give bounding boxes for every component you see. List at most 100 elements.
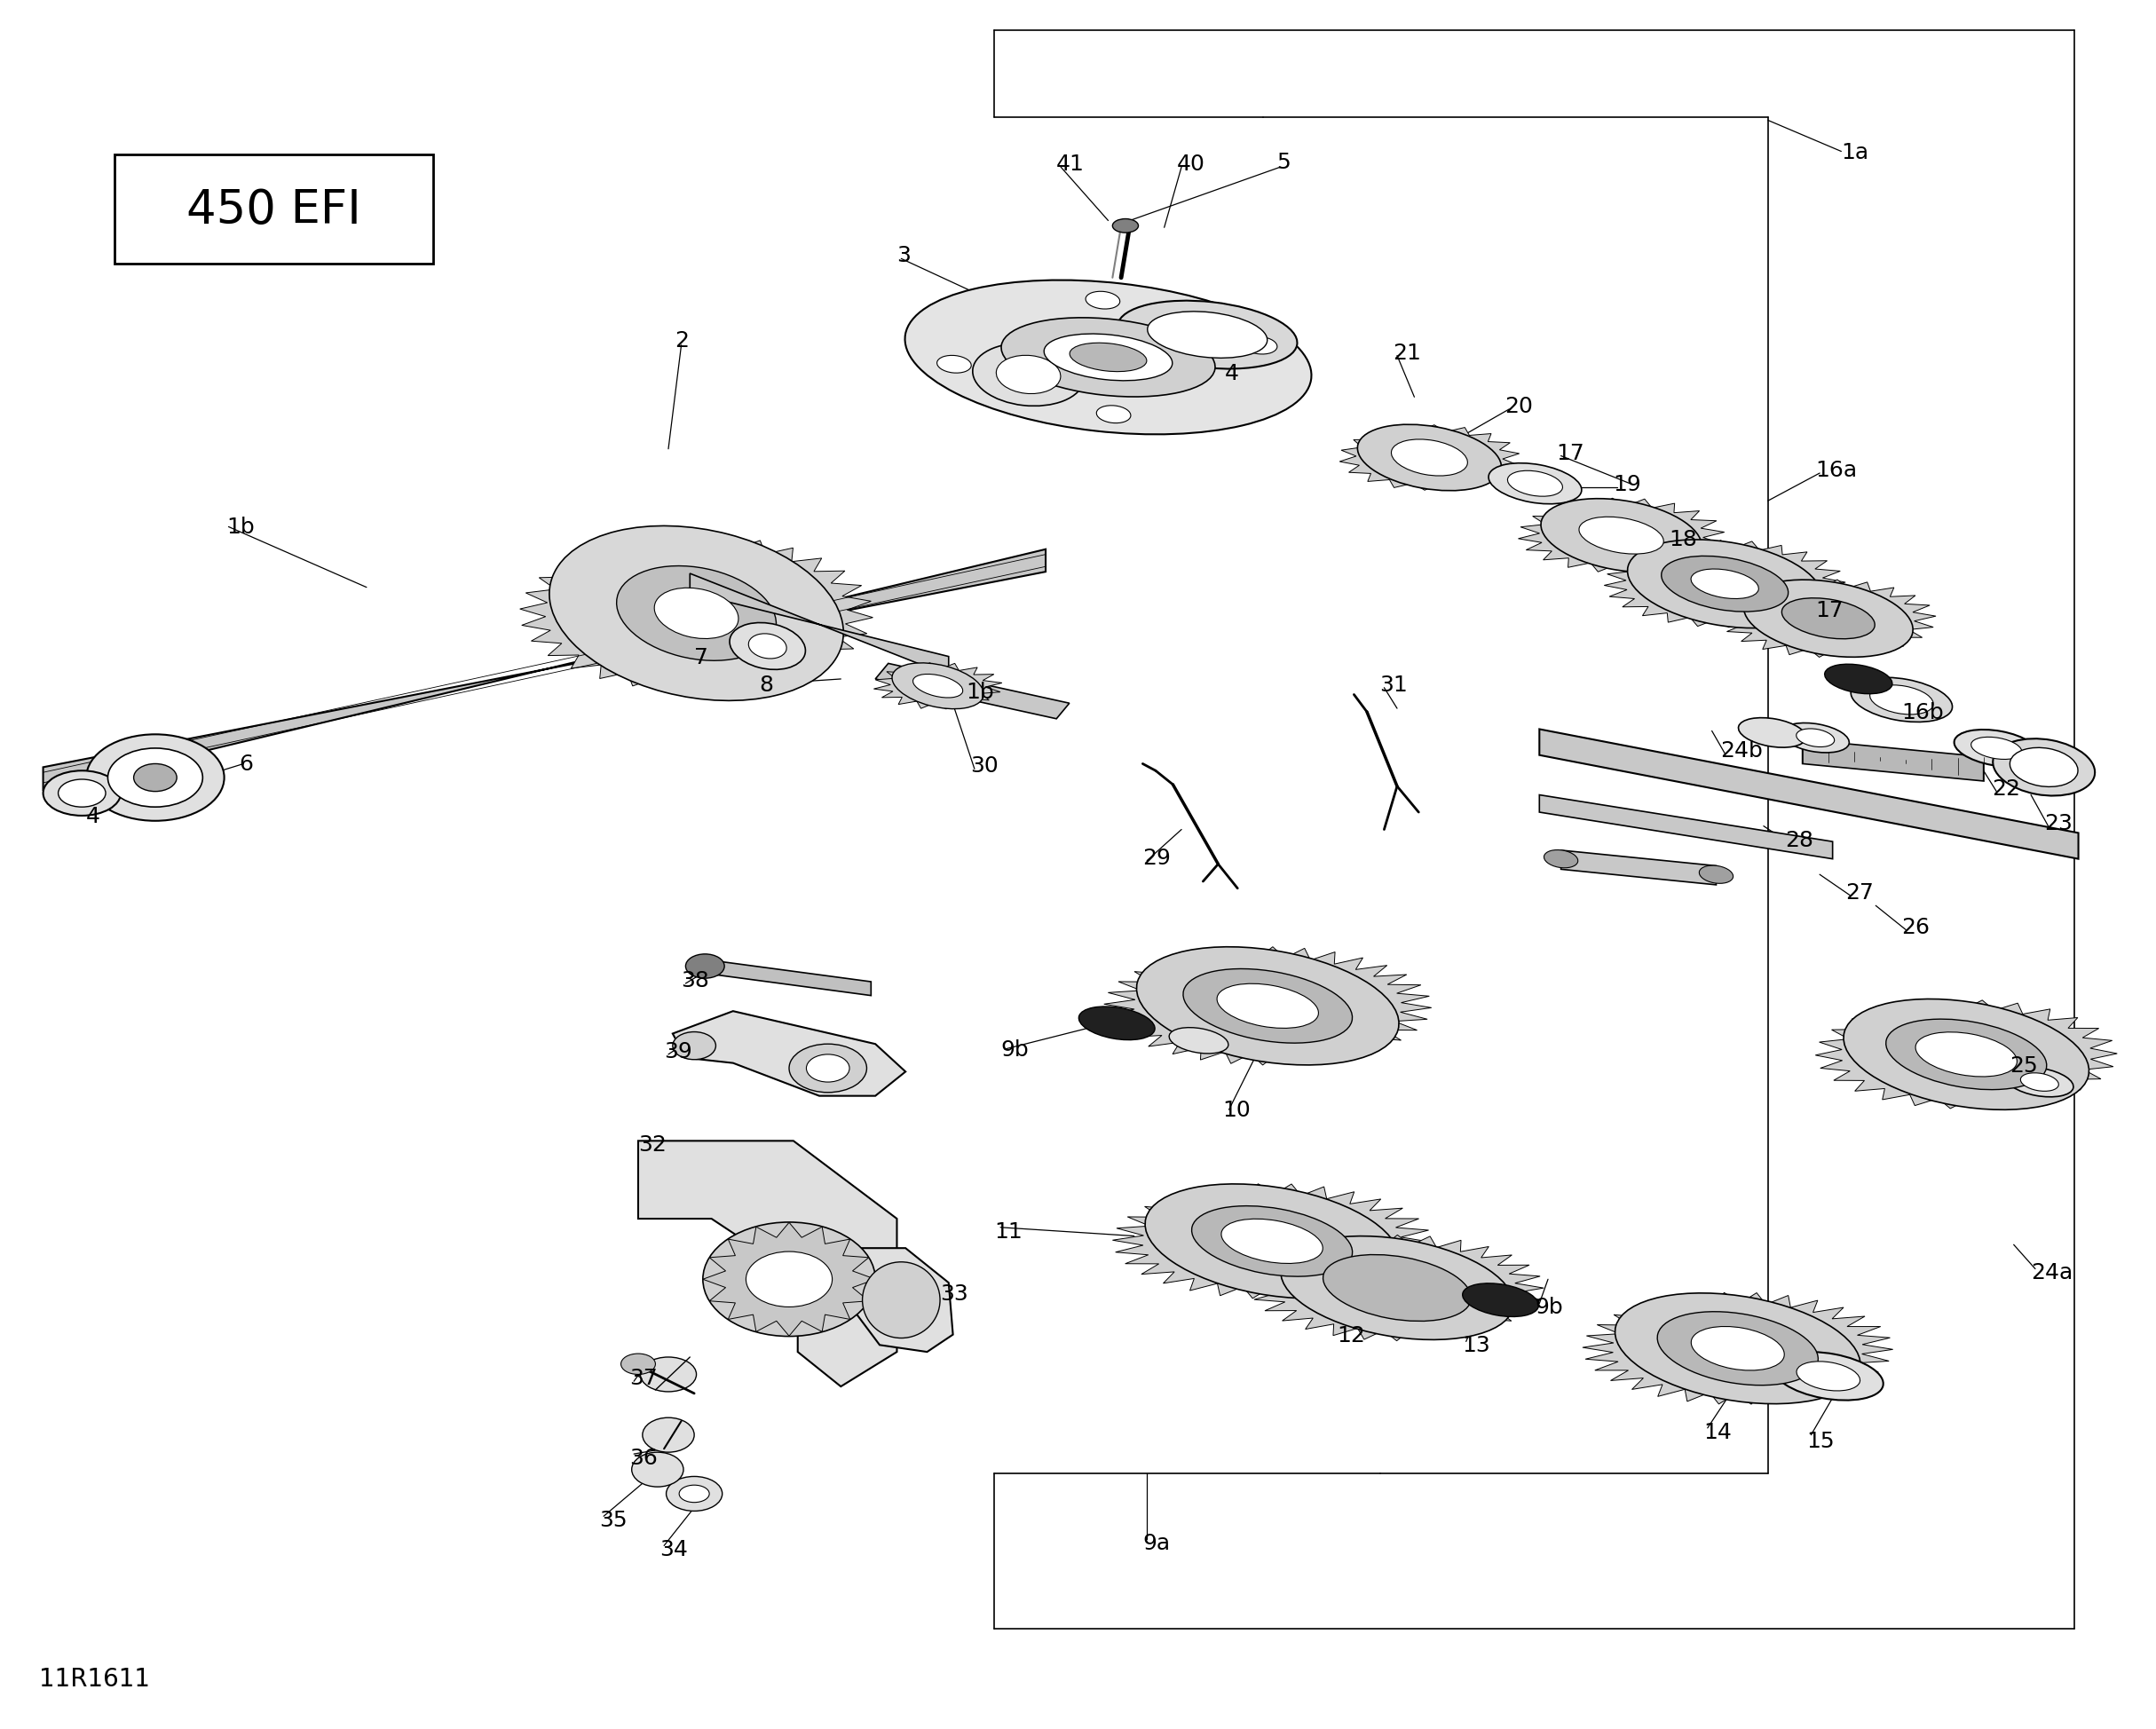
Ellipse shape xyxy=(1097,406,1130,424)
Text: 9b: 9b xyxy=(1535,1297,1563,1317)
Text: 4: 4 xyxy=(86,806,101,826)
Polygon shape xyxy=(703,1222,875,1337)
Polygon shape xyxy=(673,1011,906,1096)
Polygon shape xyxy=(1815,1001,2117,1108)
Ellipse shape xyxy=(1738,718,1807,749)
Ellipse shape xyxy=(1542,500,1701,572)
Text: 16a: 16a xyxy=(1815,460,1856,481)
Ellipse shape xyxy=(806,1055,849,1082)
Ellipse shape xyxy=(1690,1326,1785,1371)
Text: 4: 4 xyxy=(1225,363,1240,384)
Ellipse shape xyxy=(1772,1352,1884,1400)
Text: 24a: 24a xyxy=(2031,1262,2072,1283)
Ellipse shape xyxy=(746,1252,832,1307)
Polygon shape xyxy=(873,664,1003,709)
Text: 15: 15 xyxy=(1807,1430,1835,1451)
Ellipse shape xyxy=(2009,749,2078,787)
Ellipse shape xyxy=(1544,851,1578,868)
Ellipse shape xyxy=(621,1354,655,1375)
Text: 8: 8 xyxy=(759,674,774,695)
Text: 7: 7 xyxy=(694,647,709,667)
Polygon shape xyxy=(1583,1293,1893,1404)
Ellipse shape xyxy=(1658,1312,1818,1385)
Polygon shape xyxy=(1518,498,1725,574)
Polygon shape xyxy=(875,664,1069,719)
Ellipse shape xyxy=(108,749,203,807)
Ellipse shape xyxy=(703,1222,875,1337)
Polygon shape xyxy=(1720,581,1936,657)
Ellipse shape xyxy=(1488,463,1583,505)
Text: 9b: 9b xyxy=(1000,1039,1028,1060)
Ellipse shape xyxy=(1992,740,2096,795)
Ellipse shape xyxy=(1281,1236,1514,1340)
Text: 1b: 1b xyxy=(226,517,254,538)
Ellipse shape xyxy=(912,674,964,699)
Text: 14: 14 xyxy=(1703,1421,1731,1442)
Ellipse shape xyxy=(1843,999,2089,1110)
Text: 9a: 9a xyxy=(1143,1532,1171,1553)
Polygon shape xyxy=(849,1248,953,1352)
Ellipse shape xyxy=(1169,1027,1229,1055)
Ellipse shape xyxy=(1869,686,1934,714)
Text: 450 EFI: 450 EFI xyxy=(185,187,362,233)
Text: 33: 33 xyxy=(940,1283,968,1304)
Text: 3: 3 xyxy=(897,246,912,266)
Ellipse shape xyxy=(642,1418,694,1452)
Ellipse shape xyxy=(1462,1283,1539,1317)
Text: 18: 18 xyxy=(1669,529,1697,550)
Ellipse shape xyxy=(666,1477,722,1511)
Ellipse shape xyxy=(1662,557,1787,612)
Ellipse shape xyxy=(1796,730,1835,747)
Text: 39: 39 xyxy=(664,1041,692,1062)
Ellipse shape xyxy=(729,622,806,671)
Ellipse shape xyxy=(2020,1074,2059,1091)
Ellipse shape xyxy=(1391,439,1468,477)
Text: 27: 27 xyxy=(1846,882,1874,903)
Text: 35: 35 xyxy=(599,1509,627,1530)
Text: 41: 41 xyxy=(1056,154,1084,175)
Ellipse shape xyxy=(1216,984,1319,1029)
Ellipse shape xyxy=(1781,598,1876,640)
Polygon shape xyxy=(703,960,871,996)
Ellipse shape xyxy=(686,954,724,979)
Ellipse shape xyxy=(2005,1067,2074,1098)
Ellipse shape xyxy=(1915,1032,2018,1077)
Ellipse shape xyxy=(86,735,224,821)
Polygon shape xyxy=(1539,795,1833,859)
Text: 17: 17 xyxy=(1815,600,1843,621)
Ellipse shape xyxy=(1145,1184,1399,1298)
Ellipse shape xyxy=(996,356,1061,394)
Text: 21: 21 xyxy=(1393,342,1421,363)
Ellipse shape xyxy=(938,356,970,373)
Ellipse shape xyxy=(1220,1219,1324,1264)
Ellipse shape xyxy=(1886,1020,2046,1089)
Ellipse shape xyxy=(1628,539,1822,629)
Ellipse shape xyxy=(862,1262,940,1338)
Ellipse shape xyxy=(43,771,121,816)
Polygon shape xyxy=(638,1141,897,1387)
Text: 11: 11 xyxy=(994,1221,1022,1241)
Ellipse shape xyxy=(972,344,1084,406)
Text: 25: 25 xyxy=(2009,1055,2037,1075)
Ellipse shape xyxy=(1087,292,1119,309)
Ellipse shape xyxy=(1112,220,1138,233)
Ellipse shape xyxy=(58,780,106,807)
Polygon shape xyxy=(1104,947,1432,1065)
Ellipse shape xyxy=(1578,517,1664,555)
Ellipse shape xyxy=(1136,947,1399,1065)
Text: 11R1611: 11R1611 xyxy=(39,1667,149,1691)
Text: 26: 26 xyxy=(1902,916,1930,937)
Ellipse shape xyxy=(1069,344,1147,372)
Ellipse shape xyxy=(673,1032,716,1060)
Ellipse shape xyxy=(748,635,787,659)
Text: 20: 20 xyxy=(1505,396,1533,417)
Text: 28: 28 xyxy=(1785,830,1813,851)
Text: 2: 2 xyxy=(675,330,690,351)
Polygon shape xyxy=(690,574,949,676)
Ellipse shape xyxy=(906,280,1311,436)
FancyBboxPatch shape xyxy=(114,156,433,265)
Polygon shape xyxy=(520,536,873,692)
Ellipse shape xyxy=(640,1357,696,1392)
Ellipse shape xyxy=(1971,738,2022,759)
Text: 16b: 16b xyxy=(1902,702,1945,723)
